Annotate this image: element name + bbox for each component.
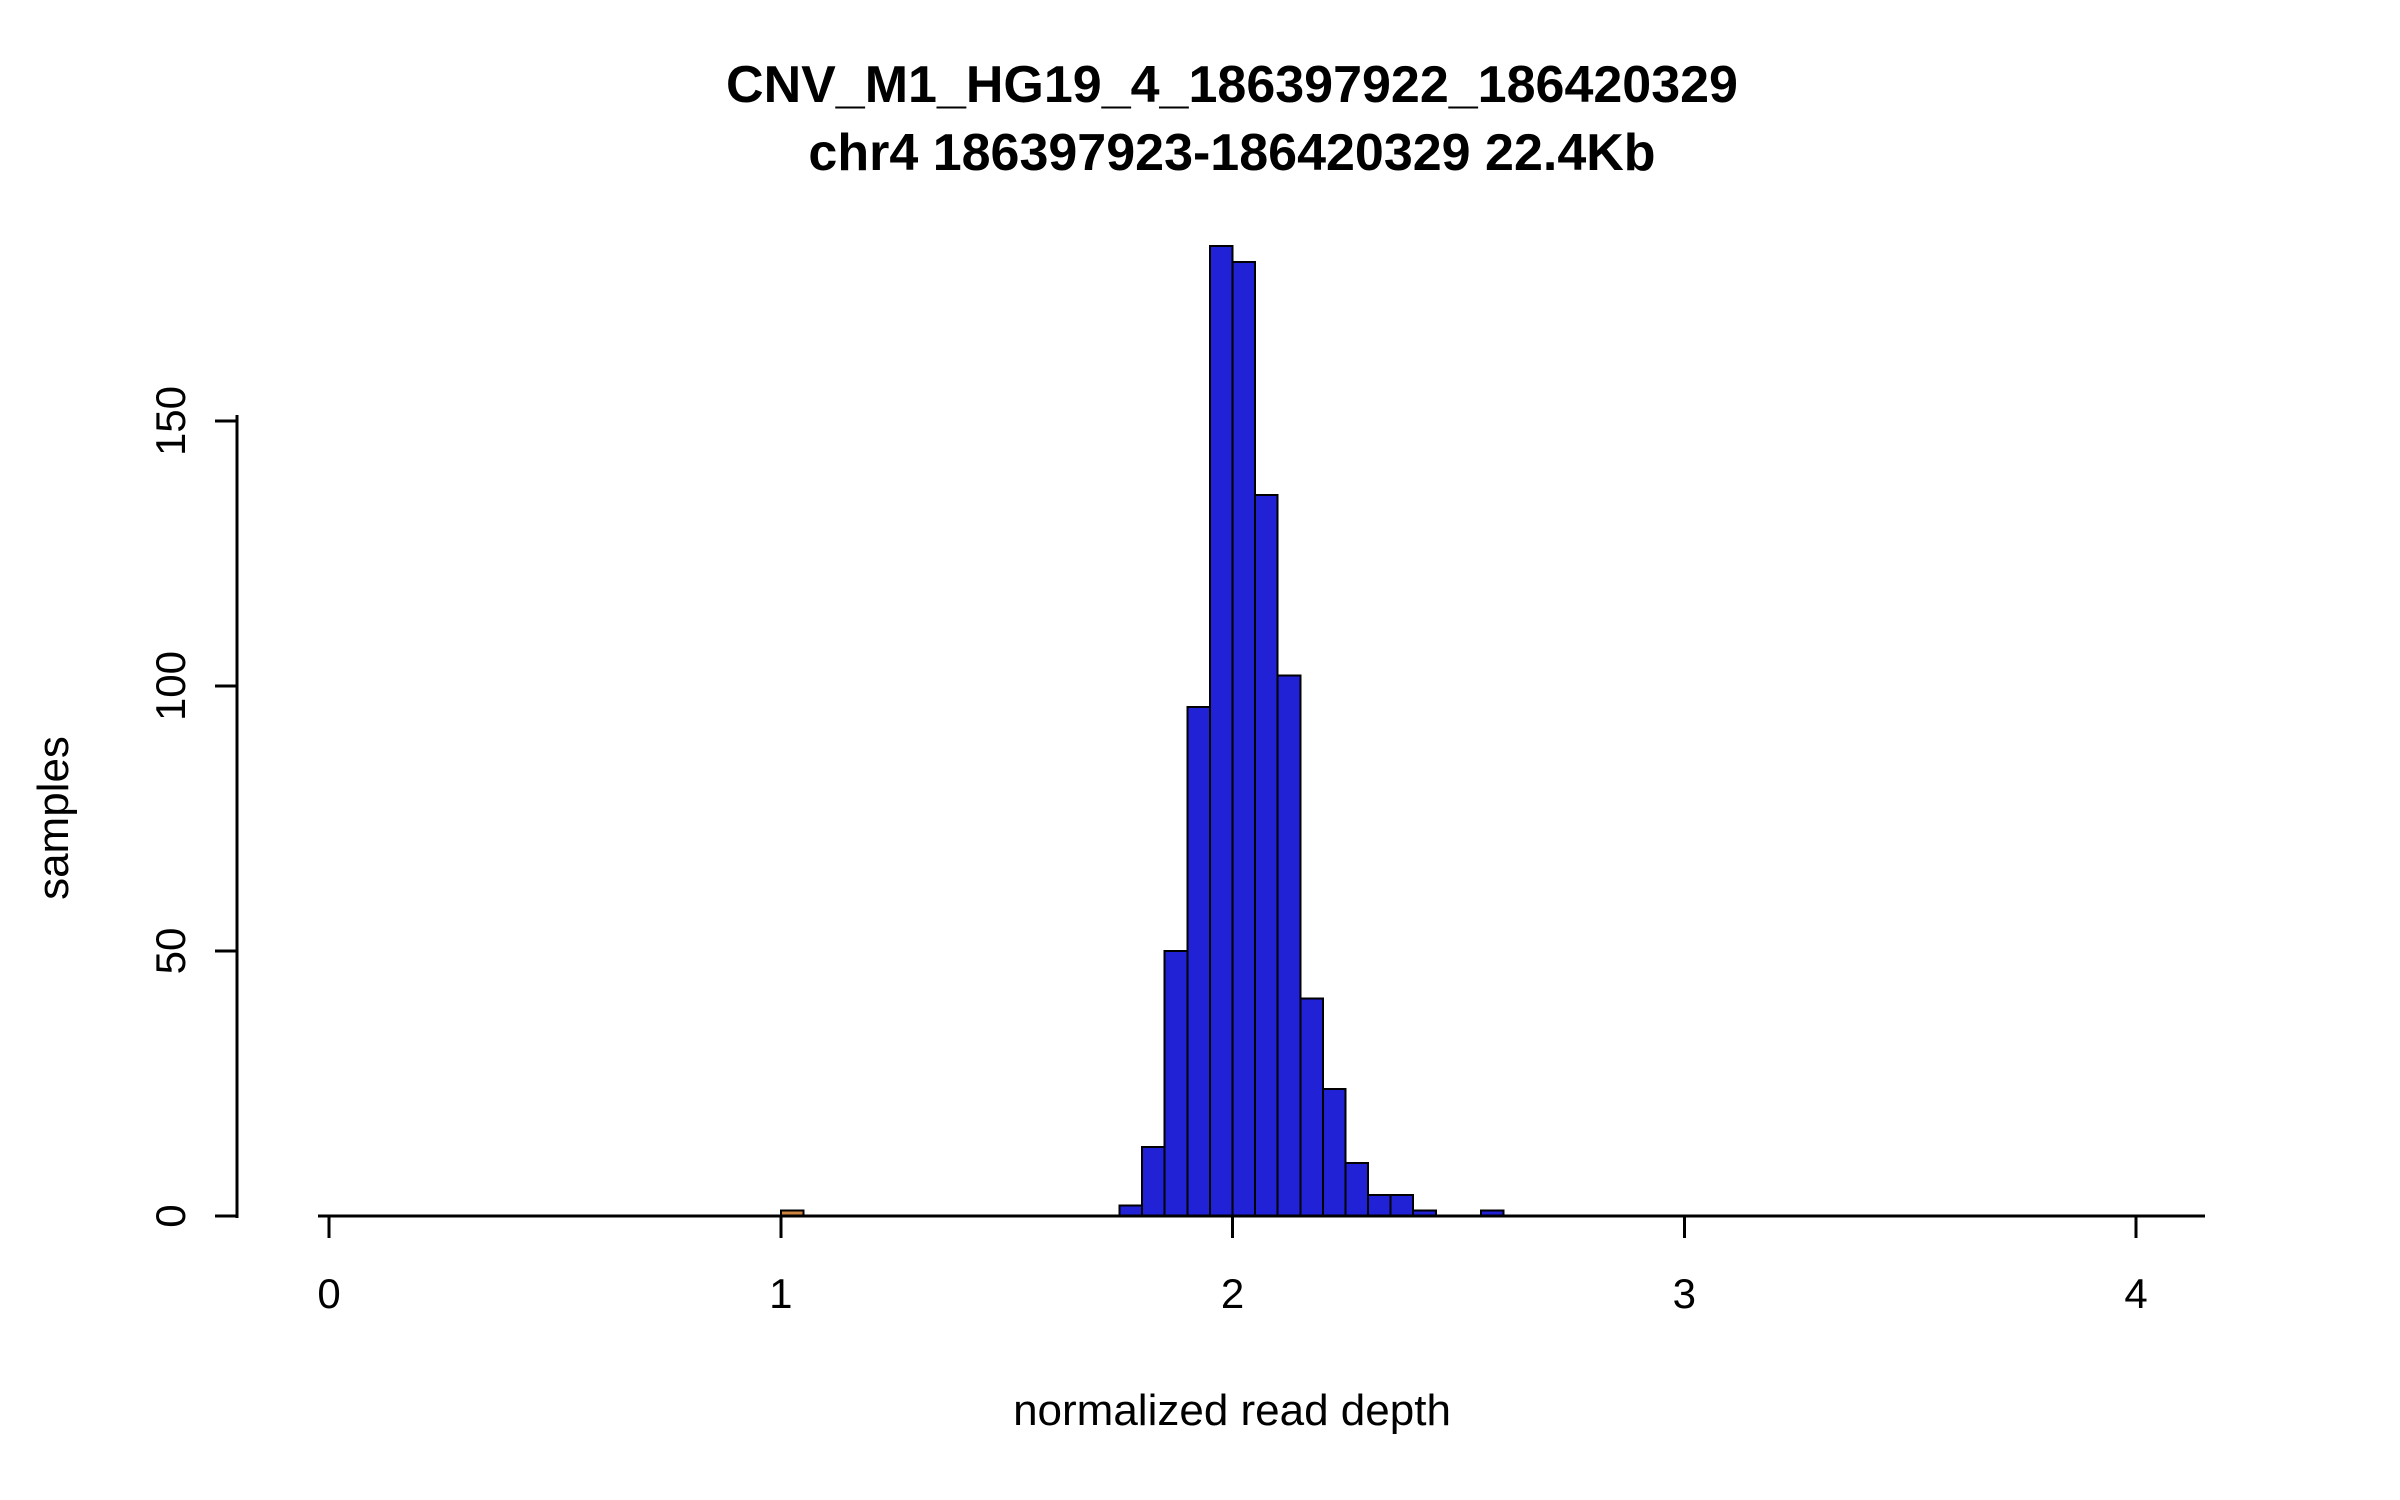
- histogram-bar: [1321, 1087, 1347, 1218]
- axes-layer: 0 1 2 3 4 0 50 100 150: [147, 386, 2205, 1317]
- x-axis-tick-label: 3: [1673, 1270, 1696, 1317]
- histogram-bar: [1141, 1146, 1166, 1217]
- histogram-bar: [1367, 1193, 1392, 1218]
- x-axis-label: normalized read depth: [1013, 1386, 1451, 1435]
- y-axis-tick-label: 150: [147, 386, 194, 456]
- bars-layer: [779, 245, 1505, 1218]
- x-axis-tick-label: 2: [1221, 1270, 1244, 1317]
- x-axis-tick-label: 4: [2124, 1270, 2147, 1317]
- histogram-bar: [1208, 245, 1234, 1218]
- x-axis-tick-label: 0: [317, 1270, 340, 1317]
- x-axis-tick-label: 1: [769, 1270, 792, 1317]
- histogram-bar: [1163, 950, 1189, 1217]
- y-axis-tick-label: 0: [147, 1204, 194, 1227]
- histogram-bar: [1231, 261, 1257, 1217]
- y-axis-tick-label: 100: [147, 651, 194, 721]
- chart-title: CNV_M1_HG19_4_186397922_186420329: [726, 56, 1738, 114]
- histogram-bar: [1118, 1204, 1144, 1218]
- histogram-bar: [1254, 494, 1279, 1217]
- histogram-bar: [1276, 674, 1302, 1217]
- histogram-bar: [1344, 1162, 1370, 1217]
- y-axis-label: samples: [29, 736, 78, 900]
- histogram-bar: [1186, 706, 1211, 1217]
- histogram-bar: [1299, 997, 1324, 1218]
- y-axis-tick-label: 50: [147, 928, 194, 975]
- chart-subtitle: chr4 186397923-186420329 22.4Kb: [808, 124, 1655, 182]
- histogram-bar: [1389, 1193, 1415, 1218]
